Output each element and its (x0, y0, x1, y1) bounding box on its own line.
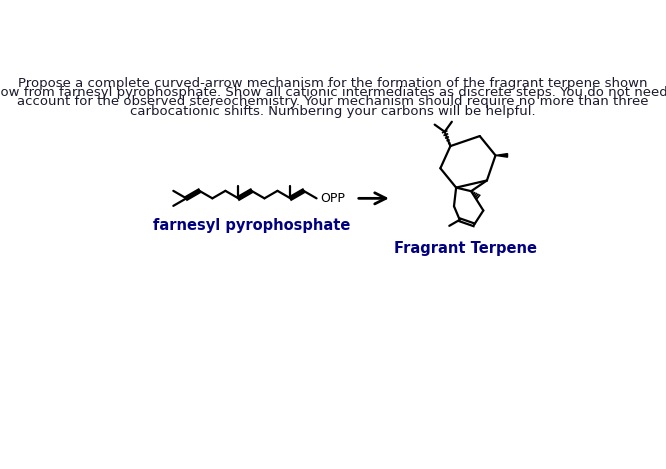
Text: farnesyl pyrophosphate: farnesyl pyrophosphate (153, 218, 350, 233)
Text: Fragrant Terpene: Fragrant Terpene (394, 242, 537, 256)
Text: account for the observed stereochemistry. Your mechanism should require no more : account for the observed stereochemistry… (17, 95, 649, 108)
Polygon shape (496, 154, 507, 157)
Text: below from farnesyl pyrophosphate. Show all cationic intermediates as discrete s: below from farnesyl pyrophosphate. Show … (0, 86, 666, 99)
Text: OPP: OPP (320, 192, 345, 205)
Text: carbocationic shifts. Numbering your carbons will be helpful.: carbocationic shifts. Numbering your car… (130, 105, 536, 118)
Text: Propose a complete curved-arrow mechanism for the formation of the fragrant terp: Propose a complete curved-arrow mechanis… (18, 76, 648, 90)
